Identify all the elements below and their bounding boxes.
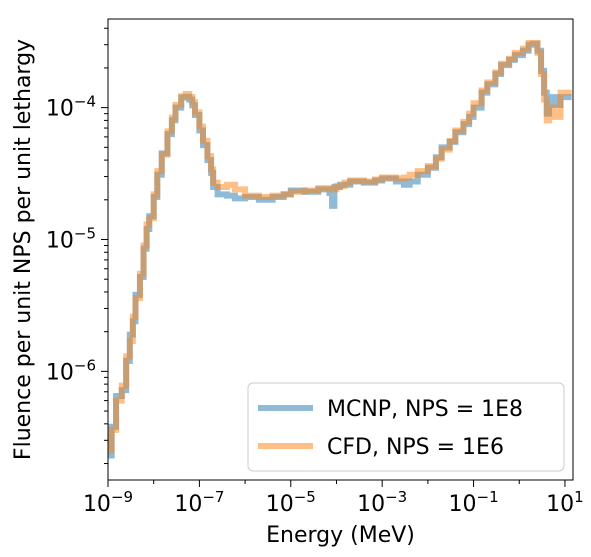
- legend-label-cfd: CFD, NPS = 1E6: [327, 435, 504, 460]
- legend: MCNP, NPS = 1E8 CFD, NPS = 1E6: [247, 382, 565, 472]
- x-tick-label: 10−5: [266, 488, 316, 517]
- legend-label-mcnp: MCNP, NPS = 1E8: [327, 397, 523, 422]
- y-axis-label: Fluence per unit NPS per unit lethargy: [11, 39, 36, 460]
- x-axis-label: Energy (MeV): [266, 523, 415, 548]
- plot-frame: [107, 18, 574, 481]
- x-tick-label: 10−9: [83, 488, 133, 517]
- x-tick-label: 10−1: [449, 488, 499, 517]
- legend-box: [247, 382, 565, 472]
- series-line-cfd: [108, 39, 572, 454]
- series-layer: [108, 39, 572, 459]
